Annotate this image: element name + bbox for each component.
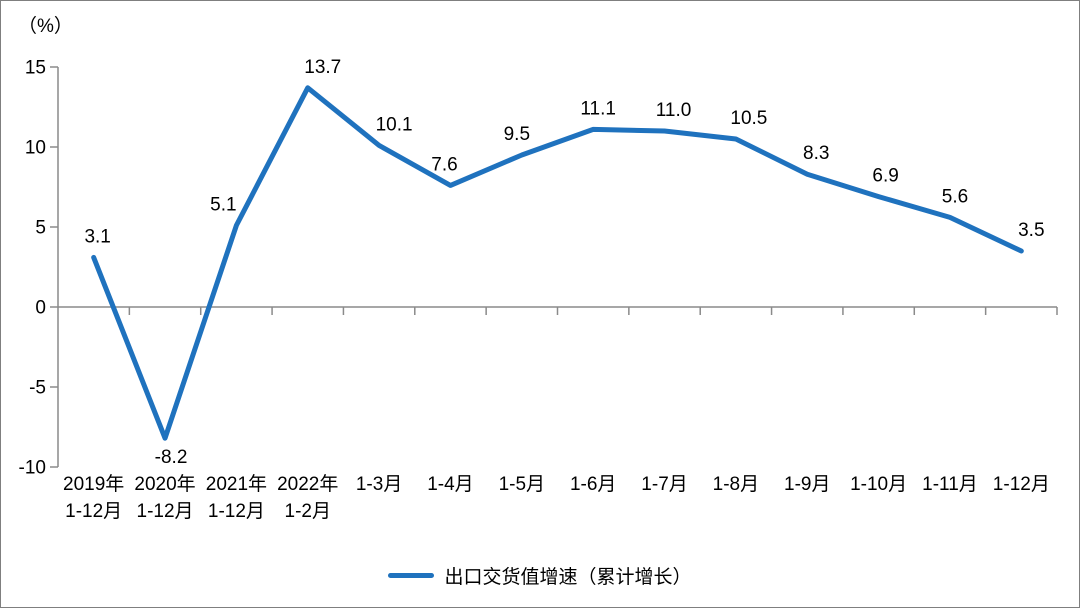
y-axis-tick-label: 15 [25,58,46,79]
x-axis-category-label: 1-3月 [356,474,402,495]
x-axis-category-label: 2022年 [277,473,338,495]
x-axis-category-label: 2021年 [206,473,267,495]
data-point-label: 6.9 [872,166,898,187]
x-axis-category-sublabel: 1-12月 [137,501,194,522]
y-axis-tick-label: -10 [19,458,46,479]
legend-line-swatch [388,573,435,578]
x-axis-category-sublabel: 1-2月 [285,501,331,522]
legend: 出口交货值增速（累计增长） [1,562,1079,589]
data-point-label: 11.0 [656,100,692,121]
y-axis-tick-label: 10 [25,138,46,159]
y-axis-tick-label: 0 [35,298,46,319]
x-axis-category-label: 2020年 [134,473,195,495]
data-point-label: 7.6 [431,154,457,175]
data-point-label: 3.5 [1018,220,1044,241]
x-axis-category-label: 2019年 [63,473,124,495]
data-point-label: 10.1 [376,114,413,135]
x-axis-category-label: 1-5月 [499,474,545,495]
data-point-label: 10.5 [730,108,767,129]
x-axis-category-label: 1-10月 [850,474,907,495]
x-axis-category-label: 1-11月 [922,474,978,495]
x-axis-category-label: 1-12月 [993,474,1050,495]
x-axis-category-label: 1-8月 [713,474,759,495]
data-point-label: -8.2 [155,447,188,468]
y-axis-tick-label: -5 [29,378,46,399]
data-line [91,85,1024,441]
x-axis-category-label: 1-4月 [427,474,473,495]
x-axis-category-label: 1-7月 [641,474,687,495]
x-axis-category-sublabel: 1-12月 [208,501,265,522]
x-axis-category-label: 1-6月 [570,474,616,495]
chart-plot-area: 15 10 5 0 -5 -10 3.1 -8.2 5.1 13.7 10.1 7.6 9.5 11.1 1… [19,57,1058,522]
data-point-label: 3.1 [84,226,110,247]
y-axis-unit-label: （%） [18,16,73,37]
data-point-label: 11.1 [580,98,616,119]
data-point-label: 13.7 [304,57,341,78]
data-point-label: 8.3 [803,143,829,164]
x-axis-category-label: 1-9月 [784,474,830,495]
data-point-label: 5.6 [942,186,968,207]
data-point-label: 5.1 [210,194,236,215]
y-axis-tick-label: 5 [35,218,46,239]
legend-series-label: 出口交货值增速（累计增长） [444,567,692,588]
x-axis-category-sublabel: 1-12月 [65,501,122,522]
data-point-label: 9.5 [504,124,530,145]
